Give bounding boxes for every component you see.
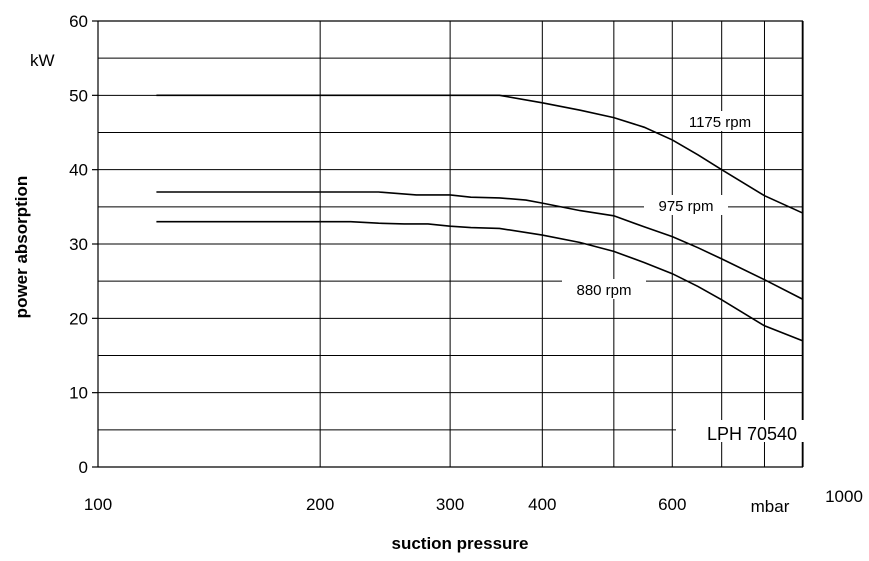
tick-labels: 0 10 20 30 40 50 60 100 200 300 400 600 1000 (69, 12, 863, 514)
y-axis-title: power absorption (12, 176, 31, 319)
series-label-background-0 (683, 111, 757, 131)
series-label-1175-rpm: 1175 rpm (689, 114, 751, 131)
y-tick-label-40: 40 (69, 161, 88, 180)
series-curves: 1175 rpm 975 rpm 880 rpm (156, 94, 803, 342)
series-label-880-rpm: 880 rpm (576, 282, 631, 299)
series-line-880-rpm (156, 220, 803, 342)
y-unit-label: kW (30, 51, 55, 70)
series-line-1175-rpm (156, 94, 803, 214)
y-tick-label-0: 0 (79, 458, 88, 477)
x-tick-label-1000: 1000 (825, 487, 863, 506)
series-line-975-rpm (156, 191, 803, 300)
y-tick-label-20: 20 (69, 309, 88, 328)
y-tick-label-60: 60 (69, 12, 88, 31)
x-unit-label: mbar (751, 497, 790, 516)
series-label-background-2 (562, 279, 646, 299)
x-tick-label-200: 200 (306, 495, 334, 514)
grid-lines (98, 21, 803, 467)
y-tick-label-50: 50 (69, 86, 88, 105)
x-tick-label-100: 100 (84, 495, 112, 514)
model-label: LPH 70540 (707, 424, 797, 444)
model-label-background (676, 420, 808, 442)
x-tick-label-600: 600 (658, 495, 686, 514)
axes (92, 20, 804, 468)
x-tick-label-400: 400 (528, 495, 556, 514)
series-label-975-rpm: 975 rpm (658, 198, 713, 215)
y-tick-label-10: 10 (69, 384, 88, 403)
y-tick-label-30: 30 (69, 235, 88, 254)
x-axis-title: suction pressure (392, 534, 529, 553)
series-label-background-1 (644, 195, 728, 215)
x-tick-label-300: 300 (436, 495, 464, 514)
